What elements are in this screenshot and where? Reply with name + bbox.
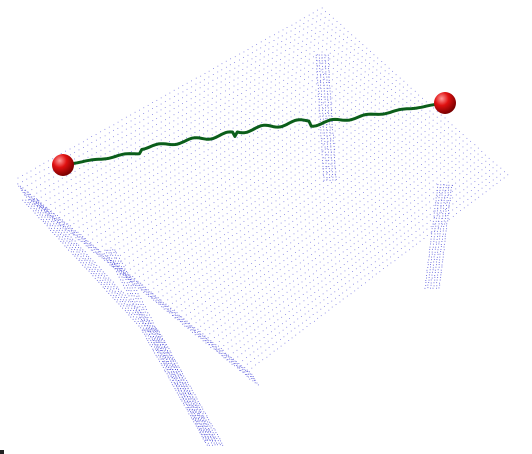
start-point-marker[interactable] xyxy=(52,154,74,176)
point-cloud xyxy=(17,7,509,446)
trajectory-path xyxy=(61,101,447,167)
corner-marker xyxy=(0,450,4,454)
end-point-marker[interactable] xyxy=(434,92,456,114)
